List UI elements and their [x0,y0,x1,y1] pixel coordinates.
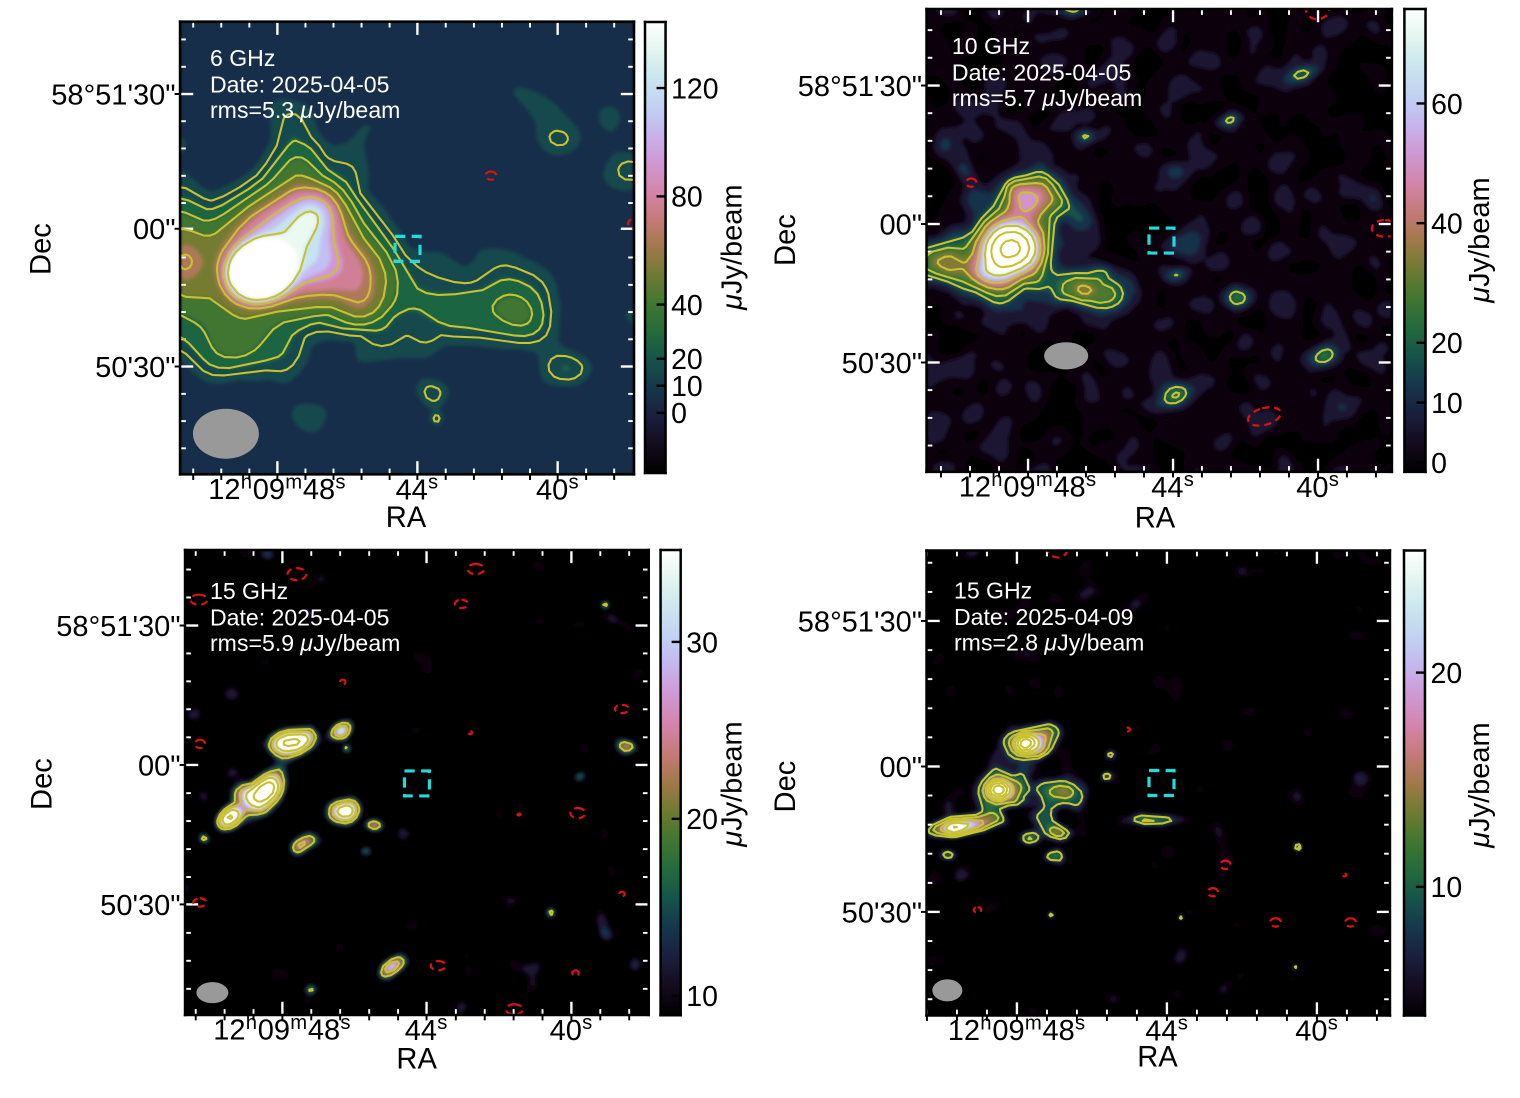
svg-text:20: 20 [686,804,718,836]
svg-text:00": 00" [879,752,922,784]
svg-text:4 4 s: 4 4 s [405,1009,497,1047]
svg-text:20: 20 [1431,328,1463,360]
svg-text:58°51'30": 58°51'30" [798,606,922,638]
svg-text:58°51'30": 58°51'30" [56,611,180,643]
svg-text:4 4 s: 4 4 s [1151,466,1243,504]
svg-text:20: 20 [671,344,703,376]
svg-text:μ J y / b: μ J y / b e a m [1464,146,1496,303]
svg-text:120: 120 [671,73,719,105]
svg-text:Dec: Dec [27,758,59,810]
svg-text:r m s =: r m s = 5 . 3 J y / b e a m μ [210,97,444,124]
svg-text:4 0 s: 4 0 s [536,469,628,507]
svg-text:0: 0 [1431,448,1447,480]
svg-text:RA: RA [396,1044,437,1076]
svg-text:10: 10 [686,981,718,1013]
svg-text:50'30": 50'30" [842,348,922,380]
svg-text:80: 80 [671,182,703,214]
svg-text:1 2 0: 1 2 0 9 4 8 h m s [208,468,395,506]
svg-text:10: 10 [671,371,703,403]
svg-text:μ J y / b: μ J y / b e a m [1464,691,1496,848]
svg-text:10: 10 [1431,388,1463,420]
svg-text:Date: 2025-04-09: Date: 2025-04-09 [954,604,1133,630]
svg-text:10 GHz: 10 GHz [952,33,1030,59]
svg-text:RA: RA [386,502,427,534]
svg-text:20: 20 [1431,658,1463,690]
svg-text:40: 40 [671,290,703,322]
svg-text:μ J y / b: μ J y / b e a m [716,154,748,311]
svg-text:Dec: Dec [770,761,802,813]
svg-text:Dec: Dec [26,223,58,275]
svg-text:58°51'30": 58°51'30" [51,80,175,112]
svg-text:50'30": 50'30" [842,897,922,929]
svg-text:58°51'30": 58°51'30" [798,71,922,103]
svg-text:1 2 0: 1 2 0 9 4 8 h m s [213,1009,400,1047]
svg-text:50'30": 50'30" [95,352,175,384]
svg-text:4 4 s: 4 4 s [396,469,488,507]
svg-text:RA: RA [1137,1041,1178,1073]
svg-text:μ J y / b: μ J y / b e a m [716,690,748,847]
svg-text:00": 00" [133,214,176,246]
svg-text:Date: 2025-04-05: Date: 2025-04-05 [210,71,389,97]
svg-text:10: 10 [1431,872,1463,904]
svg-text:1 2 0: 1 2 0 9 4 8 h m s [948,1009,1135,1047]
svg-text:6 GHz: 6 GHz [210,45,275,71]
svg-text:15 GHz: 15 GHz [954,577,1032,603]
svg-text:r m s =: r m s = 2 . 8 J y / b e a m μ [954,630,1188,657]
svg-text:4 0 s: 4 0 s [1295,1010,1387,1048]
svg-text:RA: RA [1135,502,1176,534]
svg-text:4 4 s: 4 4 s [1145,1010,1237,1048]
svg-text:4 0 s: 4 0 s [550,1009,642,1047]
svg-text:00": 00" [138,751,181,783]
svg-text:r m s =: r m s = 5 . 9 J y / b e a m μ [210,630,444,657]
svg-text:Date: 2025-04-05: Date: 2025-04-05 [210,604,389,630]
svg-text:50'30": 50'30" [100,890,180,922]
svg-text:15 GHz: 15 GHz [210,578,288,604]
svg-text:r m s =: r m s = 5 . 7 J y / b e a m μ [952,85,1186,112]
svg-text:Dec: Dec [770,214,802,266]
svg-text:4 0 s: 4 0 s [1296,466,1388,504]
svg-text:30: 30 [686,627,718,659]
svg-text:Date: 2025-04-05: Date: 2025-04-05 [952,59,1131,85]
svg-text:00": 00" [879,210,922,242]
svg-text:1 2 0: 1 2 0 9 4 8 h m s [959,466,1146,504]
svg-text:0: 0 [671,398,687,430]
svg-text:40: 40 [1431,208,1463,240]
svg-text:60: 60 [1431,89,1463,121]
